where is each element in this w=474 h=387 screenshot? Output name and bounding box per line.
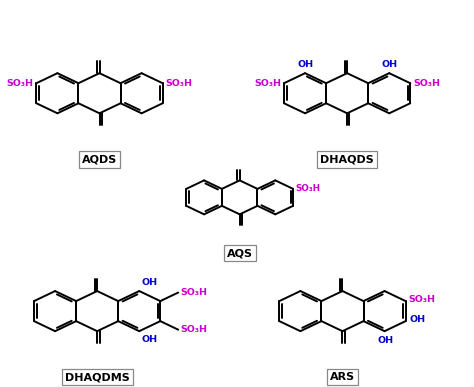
Text: OH: OH xyxy=(297,60,313,68)
Text: SO₃H: SO₃H xyxy=(254,79,281,88)
Text: SO₃H: SO₃H xyxy=(413,79,440,88)
Text: OH: OH xyxy=(377,336,393,345)
Text: OH: OH xyxy=(381,60,397,68)
Text: OH: OH xyxy=(142,278,158,287)
Text: SO₃H: SO₃H xyxy=(181,288,208,297)
Text: SO₃H: SO₃H xyxy=(181,325,208,334)
Text: SO₃H: SO₃H xyxy=(165,79,192,88)
Text: DHAQDMS: DHAQDMS xyxy=(65,372,129,382)
Text: AQS: AQS xyxy=(227,248,253,259)
Text: DHAQDS: DHAQDS xyxy=(320,154,374,164)
Text: OH: OH xyxy=(142,335,158,344)
Text: SO₃H: SO₃H xyxy=(7,79,34,88)
Text: OH: OH xyxy=(410,315,426,324)
Text: AQDS: AQDS xyxy=(82,154,117,164)
Text: ARS: ARS xyxy=(330,372,355,382)
Text: SO₃H: SO₃H xyxy=(409,295,436,304)
Text: SO₃H: SO₃H xyxy=(295,184,320,194)
